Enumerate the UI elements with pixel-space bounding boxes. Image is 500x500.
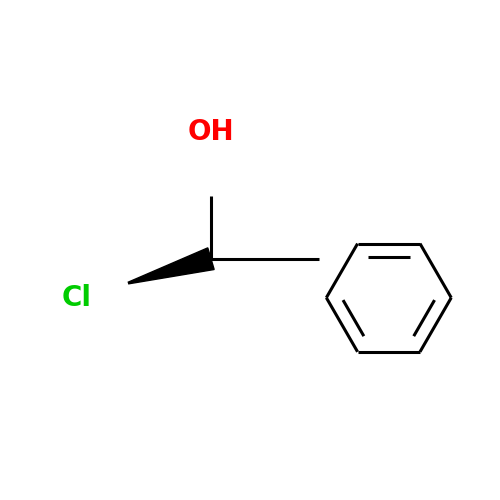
Polygon shape — [128, 248, 214, 284]
Text: Cl: Cl — [62, 284, 92, 312]
Text: OH: OH — [188, 118, 234, 146]
